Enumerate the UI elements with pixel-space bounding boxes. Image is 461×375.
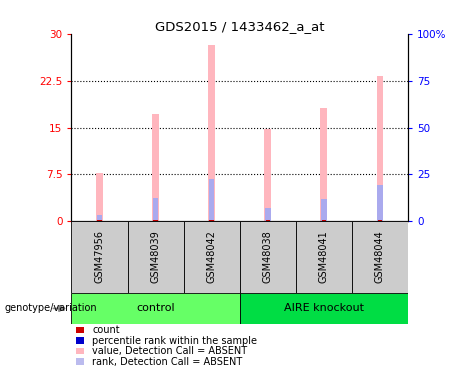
Text: GSM47956: GSM47956: [95, 230, 105, 284]
Bar: [377, 76, 383, 221]
Bar: [209, 220, 214, 221]
Bar: [96, 172, 103, 221]
Bar: [183, 221, 240, 292]
Text: GSM48041: GSM48041: [319, 231, 329, 283]
Bar: [240, 221, 296, 292]
Bar: [266, 220, 270, 221]
Bar: [352, 221, 408, 292]
Title: GDS2015 / 1433462_a_at: GDS2015 / 1433462_a_at: [155, 20, 325, 33]
Text: control: control: [136, 303, 175, 313]
Bar: [209, 179, 214, 221]
Bar: [240, 292, 408, 324]
Bar: [208, 45, 215, 221]
Text: AIRE knockout: AIRE knockout: [284, 303, 364, 313]
Bar: [97, 220, 102, 221]
Text: GSM48044: GSM48044: [375, 231, 385, 283]
Bar: [71, 292, 240, 324]
Bar: [322, 220, 326, 221]
Text: value, Detection Call = ABSENT: value, Detection Call = ABSENT: [92, 346, 247, 356]
Text: rank, Detection Call = ABSENT: rank, Detection Call = ABSENT: [92, 357, 242, 366]
Bar: [71, 221, 128, 292]
Text: percentile rank within the sample: percentile rank within the sample: [92, 336, 257, 345]
Text: genotype/variation: genotype/variation: [5, 303, 97, 313]
Text: GSM48038: GSM48038: [263, 231, 273, 283]
Bar: [97, 215, 102, 221]
Bar: [296, 221, 352, 292]
Bar: [321, 200, 327, 221]
Bar: [320, 108, 327, 221]
Bar: [378, 220, 382, 221]
Bar: [377, 185, 383, 221]
Bar: [152, 114, 159, 221]
Text: GSM48042: GSM48042: [207, 230, 217, 284]
Text: count: count: [92, 325, 120, 335]
Bar: [153, 198, 159, 221]
Text: GSM48039: GSM48039: [151, 231, 160, 283]
Bar: [154, 220, 158, 221]
Bar: [265, 207, 271, 221]
Bar: [265, 129, 271, 221]
Bar: [128, 221, 183, 292]
